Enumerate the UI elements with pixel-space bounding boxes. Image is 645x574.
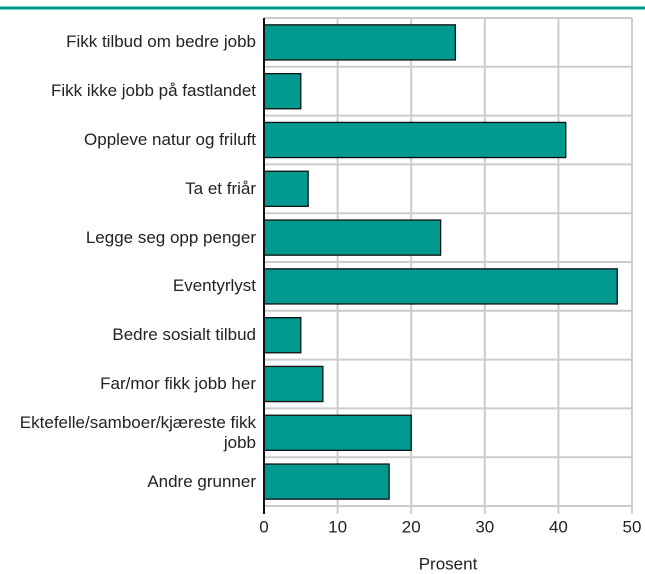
- bar: [263, 316, 302, 354]
- bar: [263, 365, 324, 403]
- bar: [263, 170, 309, 208]
- bar: [263, 121, 567, 159]
- bar: [263, 24, 457, 61]
- x-tick-label: 50: [623, 517, 642, 536]
- y-tick-label: Fikk ikke jobb på fastlandet: [50, 81, 256, 101]
- y-tick-label: Andre grunner: [147, 471, 256, 491]
- y-tick-label: Ektefelle/samboer/kjæreste fikk jobb: [19, 412, 256, 452]
- x-tick-label: 0: [259, 517, 268, 536]
- y-tick-label: Fikk tilbud om bedre jobb: [66, 32, 256, 52]
- bar: [263, 268, 618, 305]
- x-tick-label: 40: [549, 517, 568, 536]
- bar: [263, 219, 442, 256]
- y-tick-label: Legge seg opp penger: [85, 227, 256, 247]
- bar: [263, 414, 412, 452]
- y-tick-label: Oppleve natur og friluft: [84, 130, 256, 149]
- y-tick-label: Eventyrlyst: [172, 276, 256, 296]
- y-tick-label: Far/mor fikk jobb her: [100, 374, 256, 393]
- y-tick-label: Bedre sosialt tilbud: [112, 325, 256, 345]
- y-tick-label: Ta et friår: [185, 178, 256, 198]
- x-tick-label: 10: [328, 517, 347, 536]
- bar: [263, 463, 390, 500]
- bar: [263, 72, 302, 110]
- x-axis-label: Prosent: [419, 554, 478, 573]
- x-tick-label: 30: [475, 517, 494, 536]
- x-tick-label: 20: [402, 517, 421, 536]
